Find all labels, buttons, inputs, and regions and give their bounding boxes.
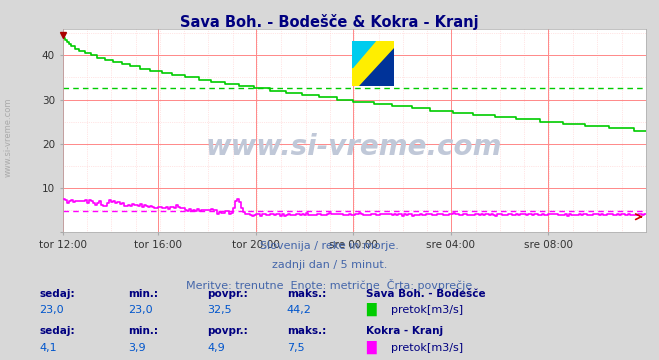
Text: zadnji dan / 5 minut.: zadnji dan / 5 minut. bbox=[272, 260, 387, 270]
Text: 44,2: 44,2 bbox=[287, 305, 312, 315]
Text: pretok[m3/s]: pretok[m3/s] bbox=[391, 305, 463, 315]
Text: █: █ bbox=[366, 303, 376, 316]
Text: maks.:: maks.: bbox=[287, 326, 326, 336]
Text: povpr.:: povpr.: bbox=[208, 289, 248, 299]
Text: 3,9: 3,9 bbox=[129, 343, 146, 353]
Text: www.si-vreme.com: www.si-vreme.com bbox=[206, 133, 502, 161]
Text: 23,0: 23,0 bbox=[129, 305, 153, 315]
Text: 7,5: 7,5 bbox=[287, 343, 304, 353]
Text: povpr.:: povpr.: bbox=[208, 326, 248, 336]
Text: pretok[m3/s]: pretok[m3/s] bbox=[391, 343, 463, 353]
Polygon shape bbox=[358, 48, 394, 86]
Text: 4,1: 4,1 bbox=[40, 343, 57, 353]
Text: Sava Boh. - Bodešče: Sava Boh. - Bodešče bbox=[366, 289, 486, 299]
Text: sedaj:: sedaj: bbox=[40, 289, 75, 299]
Text: Slovenija / reke in morje.: Slovenija / reke in morje. bbox=[260, 241, 399, 251]
Text: www.si-vreme.com: www.si-vreme.com bbox=[3, 97, 13, 176]
Text: 32,5: 32,5 bbox=[208, 305, 232, 315]
Text: █: █ bbox=[366, 341, 376, 354]
Text: 4,9: 4,9 bbox=[208, 343, 225, 353]
Text: 23,0: 23,0 bbox=[40, 305, 64, 315]
Text: Meritve: trenutne  Enote: metrične  Črta: povprečje: Meritve: trenutne Enote: metrične Črta: … bbox=[186, 279, 473, 291]
Text: min.:: min.: bbox=[129, 326, 159, 336]
Text: maks.:: maks.: bbox=[287, 289, 326, 299]
Text: min.:: min.: bbox=[129, 289, 159, 299]
Text: sedaj:: sedaj: bbox=[40, 326, 75, 336]
Polygon shape bbox=[353, 41, 376, 68]
Text: Kokra - Kranj: Kokra - Kranj bbox=[366, 326, 443, 336]
Text: Sava Boh. - Bodešče & Kokra - Kranj: Sava Boh. - Bodešče & Kokra - Kranj bbox=[180, 14, 479, 30]
